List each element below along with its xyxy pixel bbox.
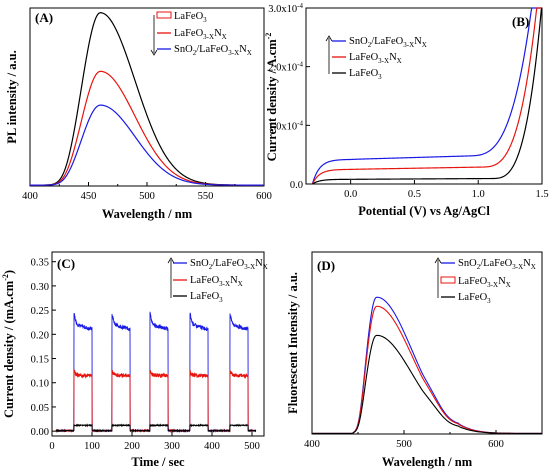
panel-b-series <box>311 7 543 185</box>
panel-c-ytick-label: 0.25 <box>31 306 49 317</box>
panel-a-series <box>30 12 264 186</box>
panel-b-xlabel: Potential (V) vs Ag/AgCl <box>358 204 490 218</box>
panel-c-ytick-label: 0.00 <box>31 427 49 438</box>
panel-c-xtick-label: 400 <box>204 441 220 452</box>
panel-b-xtick-label: 1.5 <box>535 189 548 200</box>
panel-c-series-line-0 <box>55 311 257 433</box>
panel-c-legend: SnO2/LaFeO3-XNX LaFeO3-XNX LaFeO3 <box>167 253 268 304</box>
panel-c-ticks: 0 100 200 300 400 500 0.00 0.05 0.10 0.15 0.20 0.25… <box>31 258 260 452</box>
panel-c-ytick-label: 0.05 <box>31 403 49 414</box>
panel-a: (A) 400 450 500 550 600 Wavelength / nm PL i… <box>5 7 272 221</box>
panel-c-series <box>55 311 257 433</box>
panel-a-label: (A) <box>35 10 53 25</box>
panel-b-ytick-label: 1.0x10-4 <box>268 119 303 132</box>
panel-b-ticks: 0.0 0.5 1.0 1.5 0.0 1.0x10-4 2.0x10-4 3.0x10-4 <box>268 2 548 200</box>
legend-b-1: LaFeO3-XNX <box>349 52 402 65</box>
panel-c-ylabel: Current density / (mA.cm-2) <box>1 270 16 418</box>
panel-b-xtick-label: 0.0 <box>344 189 357 200</box>
legend-a-2: SnO2/LaFeO3-XNX <box>174 44 252 57</box>
panel-a-ylabel: PL intensity / a.u. <box>5 50 19 143</box>
panel-c-ytick-label: 0.35 <box>31 258 49 269</box>
panel-b: (B) 0.0 0.5 1.0 1.5 0.0 1.0x10-4 2.0x10-4 3.0x1… <box>264 2 549 218</box>
panel-c-xlabel: Time / sec <box>131 455 185 469</box>
panel-c-frame <box>51 251 265 437</box>
panel-d-label: (D) <box>317 258 335 273</box>
panel-d-series <box>312 296 542 434</box>
panel-d-legend: SnO2/LaFeO3-XNX LaFeO3-XNX LaFeO3 <box>434 253 541 305</box>
legend-c-2: LaFeO3 <box>190 291 223 304</box>
panel-c-xtick-label: 100 <box>84 441 100 452</box>
panel-b-xtick-label: 0.5 <box>408 189 421 200</box>
panel-c-ytick-label: 0.10 <box>31 379 49 390</box>
panel-b-series-line-2 <box>312 7 543 185</box>
panel-d-series-line-1 <box>312 305 542 434</box>
panel-b-ytick-label: 3.0x10-4 <box>268 2 303 15</box>
panel-c-label: (C) <box>57 256 75 271</box>
panel-a-xtick-label: 400 <box>22 191 38 202</box>
panel-b-series-line-0 <box>311 7 542 185</box>
panel-a-xtick-label: 600 <box>256 191 272 202</box>
panel-c-xtick-label: 500 <box>244 441 260 452</box>
legend-swatch-a-0 <box>156 11 172 19</box>
legend-d-2: LaFeO3 <box>458 292 491 305</box>
legend-a-0: LaFeO3 <box>174 11 207 24</box>
panel-d-ylabel: Fluorescent Intensity / a.u. <box>286 272 300 414</box>
legend-b-0: SnO2/LaFeO3-XNX <box>349 36 427 49</box>
panel-a-xlabel: Wavelength / nm <box>102 207 193 221</box>
legend-d-1: LaFeO3-XNX <box>458 276 511 289</box>
panel-c-xtick-label: 200 <box>124 441 140 452</box>
panel-c: (C) 0 100 200 300 400 500 0.00 0.05 0.10 0.15 0.20… <box>1 251 268 469</box>
panel-c-xtick-label: 0 <box>49 441 54 452</box>
panel-b-ytick-label: 0.0 <box>290 180 303 191</box>
panel-a-series-line-2 <box>30 104 264 186</box>
legend-swatch-d-1 <box>440 276 456 284</box>
legend-c-1: LaFeO3-XNX <box>190 275 243 288</box>
panel-b-xtick-label: 1.0 <box>472 189 485 200</box>
panel-d-series-line-0 <box>312 296 542 434</box>
panel-c-ytick-label: 0.15 <box>31 355 49 366</box>
panel-c-ytick-label: 0.20 <box>31 330 49 341</box>
panel-d-xlabel: Wavelength / nm <box>382 455 473 469</box>
panel-b-series-line-1 <box>311 7 542 185</box>
legend-b-2: LaFeO3 <box>349 68 382 81</box>
panel-b-frame <box>305 7 543 185</box>
panel-c-series-line-1 <box>55 369 257 433</box>
panel-d-xtick-label: 400 <box>304 439 320 450</box>
panel-c-xtick-label: 300 <box>164 441 180 452</box>
panel-d-series-line-2 <box>312 334 542 434</box>
panel-d-xtick-label: 500 <box>396 439 412 450</box>
panel-d-frame <box>311 251 543 435</box>
legend-a-1: LaFeO3-XNX <box>174 28 227 41</box>
panel-b-ytick-label: 2.0x10-4 <box>268 61 303 74</box>
panel-a-xtick-label: 500 <box>139 191 155 202</box>
panel-c-ytick-label: 0.30 <box>31 282 49 293</box>
panel-b-legend: SnO2/LaFeO3-XNX LaFeO3-XNX LaFeO3 <box>325 35 427 81</box>
panel-a-xtick-label: 450 <box>81 191 97 202</box>
panel-c-series-line-2 <box>55 423 257 433</box>
panel-a-legend: LaFeO3 LaFeO3-XNX SnO2/LaFeO3-XNX <box>148 9 263 59</box>
panel-a-xtick-label: 550 <box>198 191 214 202</box>
panel-d: (D) 400 500 600 Wavelength / nm Fluorescen… <box>286 251 543 469</box>
panel-d-xtick-label: 600 <box>488 439 504 450</box>
panel-b-label: (B) <box>512 14 529 29</box>
panel-b-ylabel: Current density / A.cm-2 <box>264 33 279 162</box>
